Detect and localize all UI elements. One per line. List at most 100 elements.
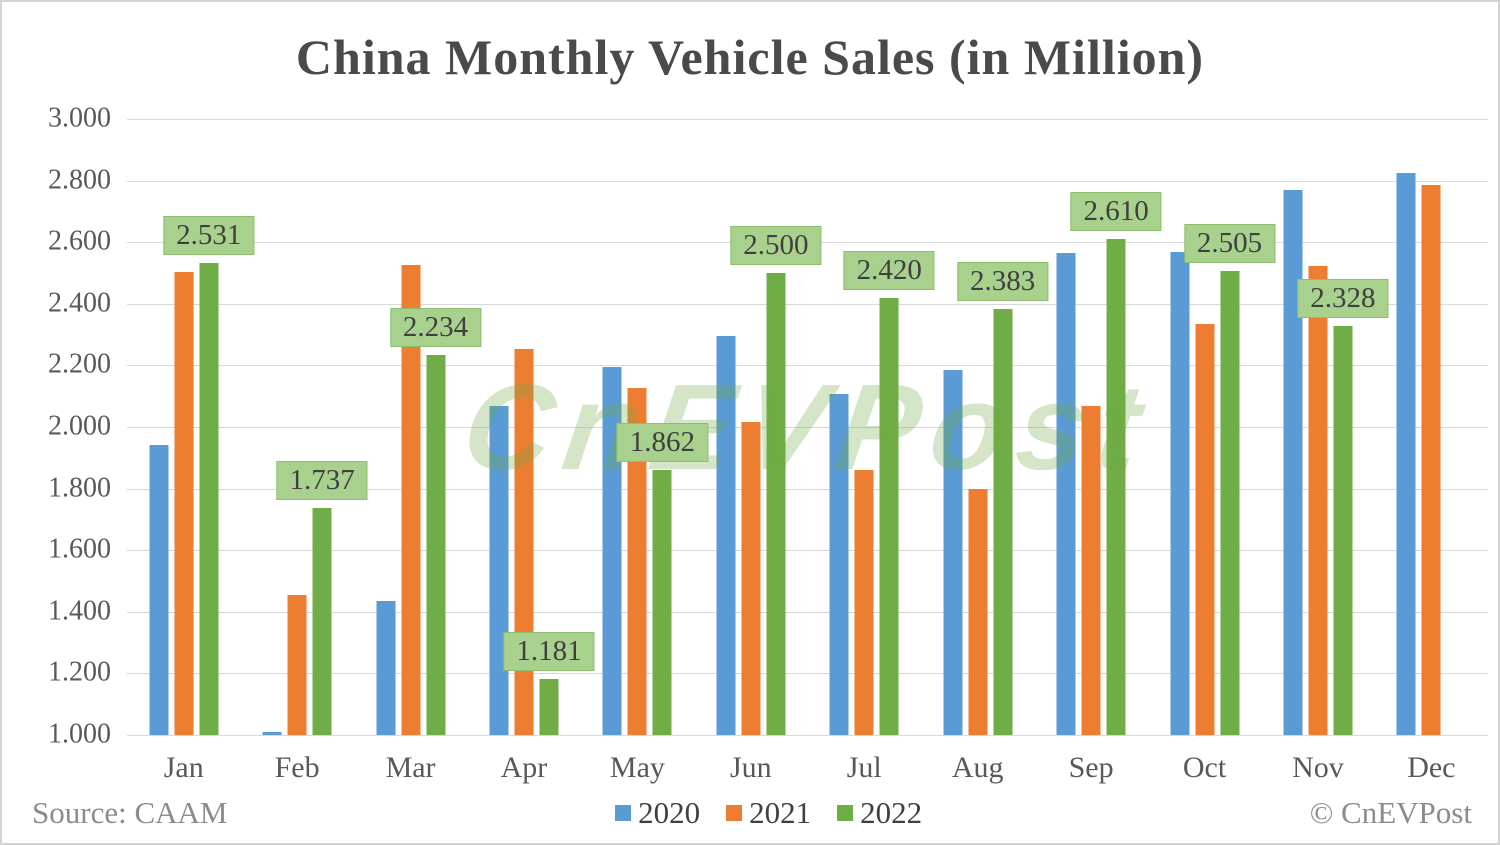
y-tick-3.000: 3.000: [48, 102, 111, 134]
legend-item-2021: 2021: [726, 795, 811, 831]
bar-2021-jan: [174, 272, 194, 735]
gridline: [127, 427, 1488, 428]
y-tick-1.200: 1.200: [48, 656, 111, 688]
bar-2020-dec: [1396, 172, 1416, 735]
y-tick-2.800: 2.800: [48, 163, 111, 195]
group-jun: 2.500 Jun: [694, 119, 822, 784]
bar-2021-mar: [401, 265, 421, 735]
bar-groups: 2.531 Jan 1.737 Feb 2.234 Mar 1.181 Apr 1.862 May…: [127, 119, 1488, 784]
group-jan: 2.531 Jan: [127, 119, 255, 784]
bar-2021-aug: [968, 488, 988, 735]
x-tick-may: May: [609, 751, 665, 784]
bars-nov: [1283, 119, 1353, 735]
gridline: [127, 303, 1488, 305]
bar-2021-sep: [1081, 406, 1101, 735]
group-oct: 2.505 Oct: [1148, 119, 1276, 784]
bar-2020-feb: [262, 731, 282, 735]
bars-may: [602, 119, 672, 735]
x-tick-sep: Sep: [1068, 751, 1114, 784]
bar-2022-mar: [426, 354, 446, 735]
x-tick-jan: Jan: [163, 751, 204, 784]
bar-2022-sep: [1106, 239, 1126, 735]
data-label-2022-aug: 2.383: [957, 262, 1049, 302]
y-tick-2.200: 2.200: [48, 348, 111, 380]
bar-2021-feb: [287, 594, 307, 735]
bar-2020-nov: [1283, 189, 1303, 735]
legend-swatch-2020: [615, 805, 632, 821]
bar-2020-sep: [1056, 252, 1076, 735]
bar-2022-may: [652, 469, 672, 735]
group-mar: 2.234 Mar: [354, 119, 482, 784]
bars-aug: [943, 119, 1013, 735]
bars-jul: [829, 119, 899, 735]
footer: Source: CAAM 2020 2021 2022 © CnEVPost: [32, 791, 1472, 835]
bar-2022-nov: [1333, 325, 1353, 735]
bar-2022-jun: [766, 273, 786, 735]
data-label-2022-feb: 1.737: [276, 461, 368, 501]
bar-2022-apr: [539, 679, 559, 735]
bar-2022-jan: [199, 263, 219, 735]
group-feb: 1.737 Feb: [240, 119, 368, 784]
legend-item-2020: 2020: [615, 795, 700, 831]
bar-2020-oct: [1170, 252, 1189, 735]
group-apr: 1.181 Apr: [467, 119, 595, 784]
bars-sep: [1056, 119, 1126, 735]
legend-label-2022: 2022: [860, 795, 923, 830]
legend-swatch-2022: [837, 805, 854, 821]
data-label-2022-may: 1.862: [616, 422, 709, 462]
bars-mar: [376, 119, 446, 735]
y-tick-1.400: 1.400: [48, 595, 111, 627]
bars-jan: [149, 119, 219, 735]
data-label-2022-mar: 2.234: [389, 307, 482, 347]
bar-2022-oct: [1220, 271, 1239, 735]
gridline: [127, 365, 1488, 367]
group-jul: 2.420 Jul: [808, 119, 935, 784]
bar-2020-apr: [489, 406, 509, 735]
source-label: Source: CAAM: [32, 795, 228, 830]
bar-2021-oct: [1195, 324, 1214, 735]
x-tick-mar: Mar: [385, 751, 436, 784]
group-nov: 2.328 Nov: [1261, 119, 1389, 784]
data-label-2022-apr: 1.181: [503, 632, 595, 672]
bar-2020-mar: [376, 600, 396, 735]
bars-dec: [1396, 119, 1466, 735]
gridline: [127, 735, 1488, 736]
bars-jun: [716, 119, 786, 735]
group-may: 1.862 May: [581, 119, 709, 784]
bar-2020-jan: [149, 445, 169, 735]
y-tick-1.800: 1.800: [48, 471, 111, 503]
gridline: [127, 180, 1488, 182]
legend-label-2021: 2021: [749, 795, 812, 830]
bar-2022-aug: [993, 309, 1013, 735]
x-tick-oct: Oct: [1182, 751, 1227, 784]
gridline: [127, 119, 1488, 120]
x-tick-apr: Apr: [500, 751, 548, 784]
legend-label-2020: 2020: [638, 795, 701, 830]
y-tick-2.400: 2.400: [48, 287, 111, 319]
data-label-2022-jan: 2.531: [163, 216, 255, 256]
bars-oct: [1170, 119, 1239, 735]
x-tick-nov: Nov: [1292, 751, 1344, 784]
group-sep: 2.610 Sep: [1034, 119, 1162, 784]
bar-2020-jul: [829, 393, 849, 735]
data-label-2022-jul: 2.420: [843, 250, 935, 290]
copyright-label: © CnEVPost: [1309, 795, 1472, 830]
bar-2021-nov: [1308, 266, 1328, 735]
group-dec: Dec: [1375, 119, 1488, 784]
plot-area: 3.000 2.800 2.600 2.400 2.200 2.000 1.800 1.600…: [48, 102, 1488, 784]
legend-swatch-2021: [726, 805, 743, 821]
gridline: [127, 611, 1488, 613]
x-tick-feb: Feb: [274, 751, 320, 784]
bar-2021-jun: [741, 422, 761, 735]
y-tick-1.000: 1.000: [48, 718, 111, 750]
bar-2020-jun: [716, 335, 736, 735]
bar-2021-dec: [1421, 184, 1441, 735]
bar-2021-jul: [854, 470, 874, 735]
bars-feb: [262, 119, 332, 735]
x-tick-dec: Dec: [1407, 751, 1456, 784]
gridline: [127, 488, 1488, 490]
bar-2021-apr: [514, 349, 534, 735]
gridline: [127, 550, 1488, 552]
bar-2021-may: [627, 387, 647, 735]
